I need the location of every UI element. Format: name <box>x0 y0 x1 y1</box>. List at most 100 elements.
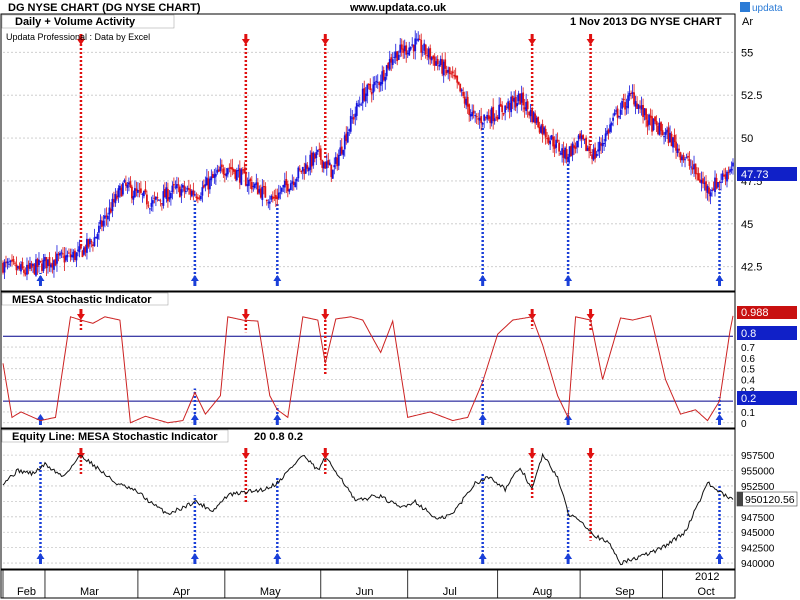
price-candle-body <box>318 148 321 150</box>
price-series <box>2 30 734 281</box>
buy-arrow-icon <box>36 553 45 564</box>
price-candle-body <box>624 102 626 110</box>
price-candle-body <box>276 196 279 200</box>
price-candle-body <box>129 181 132 188</box>
price-candle-body <box>408 47 411 56</box>
price-candle-body <box>490 108 493 124</box>
price-candle-body <box>211 174 214 178</box>
price-candle-body <box>400 44 403 50</box>
price-candle-body <box>672 137 674 148</box>
price-candle-body <box>283 180 286 188</box>
price-candle-body <box>424 44 427 55</box>
price-candle-body <box>378 82 381 85</box>
price-candle-body <box>412 44 415 52</box>
price-candle-body <box>627 95 629 109</box>
price-candle-body <box>234 170 237 179</box>
price-candle-body <box>313 153 316 159</box>
stochastic-current-flag: 0.988 <box>737 306 797 319</box>
price-candle-body <box>562 149 565 158</box>
price-candle-body <box>565 149 568 160</box>
price-candle-body <box>537 117 540 128</box>
price-candle-body <box>6 261 9 264</box>
price-candle-body <box>561 148 564 156</box>
price-candle-body <box>526 101 529 110</box>
price-candle-body <box>27 264 30 269</box>
updata-logo-icon <box>740 2 750 12</box>
price-candle-body <box>466 96 469 107</box>
price-candle-body <box>373 81 376 86</box>
price-candle-body <box>29 263 31 269</box>
buy-arrow-icon <box>36 414 45 425</box>
price-candle-body <box>189 189 192 195</box>
equity-y-tick: 940000 <box>741 559 775 570</box>
price-candle-body <box>604 133 607 142</box>
price-candle-body <box>600 143 602 146</box>
buy-arrow-icon <box>273 553 282 564</box>
price-candle-body <box>298 168 301 170</box>
price-candle-body <box>688 159 691 166</box>
stochastic-lower-flag: 0.2 <box>737 391 797 405</box>
price-candle-body <box>372 84 375 93</box>
price-candle-body <box>699 179 701 183</box>
price-candle-body <box>303 169 306 174</box>
price-candle-body <box>77 249 79 251</box>
price-candle-body <box>41 263 43 271</box>
price-candle-body <box>582 134 585 140</box>
price-candle-body <box>619 109 622 115</box>
sell-arrow-icon <box>528 34 537 45</box>
price-candle-body <box>505 106 508 108</box>
price-candle-body <box>370 92 373 95</box>
buy-arrow-icon <box>36 275 45 286</box>
equity-y-tick: 957500 <box>741 451 775 462</box>
price-candle-body <box>24 272 27 275</box>
price-candle-body <box>150 202 153 207</box>
price-candle-body <box>208 178 211 190</box>
price-candle-body <box>454 75 457 78</box>
price-candle-body <box>309 154 312 170</box>
price-candle-body <box>435 61 438 66</box>
buy-arrow-icon <box>478 275 487 286</box>
price-candle-body <box>529 110 532 117</box>
buy-arrow-icon <box>564 275 573 286</box>
price-candle-body <box>297 167 300 179</box>
price-candle-body <box>259 188 262 198</box>
price-candle-body <box>583 138 586 140</box>
price-candle-body <box>468 104 471 115</box>
x-year-label: 2012 <box>695 571 719 583</box>
price-candle-body <box>3 261 6 273</box>
equity-y-tick: 942500 <box>741 544 775 555</box>
price-candle-body <box>646 120 649 127</box>
price-candle-body <box>289 183 292 191</box>
sell-arrow-icon <box>586 309 595 320</box>
price-candle-body <box>89 238 91 245</box>
price-candle-body <box>549 140 552 145</box>
price-candle-body <box>708 187 710 194</box>
price-candle-body <box>337 154 340 166</box>
price-candle-body <box>226 168 229 175</box>
price-candle-body <box>267 202 270 204</box>
header-center-title: www.updata.co.uk <box>349 2 447 14</box>
price-candle-body <box>125 182 127 186</box>
price-candle-body <box>384 76 387 82</box>
price-candle-body <box>74 250 76 260</box>
price-candle-body <box>201 187 204 196</box>
price-panel <box>0 13 736 292</box>
price-candle-body <box>349 116 352 132</box>
price-candle-body <box>110 208 112 213</box>
price-candle-body <box>205 177 208 186</box>
price-candle-body <box>39 260 42 262</box>
price-candle-body <box>339 147 342 156</box>
price-candle-body <box>687 156 689 158</box>
price-candle-body <box>57 253 60 256</box>
price-candle-body <box>343 135 346 150</box>
price-candle-body <box>14 262 16 264</box>
price-candle-body <box>165 187 168 199</box>
stochastic-y-tick: 0.1 <box>741 408 755 419</box>
price-candle-body <box>439 58 442 66</box>
price-candle-body <box>390 57 393 63</box>
price-candle-body <box>664 131 667 135</box>
price-candle-body <box>661 130 664 135</box>
price-candle-body <box>427 48 430 58</box>
price-candle-body <box>300 170 303 173</box>
